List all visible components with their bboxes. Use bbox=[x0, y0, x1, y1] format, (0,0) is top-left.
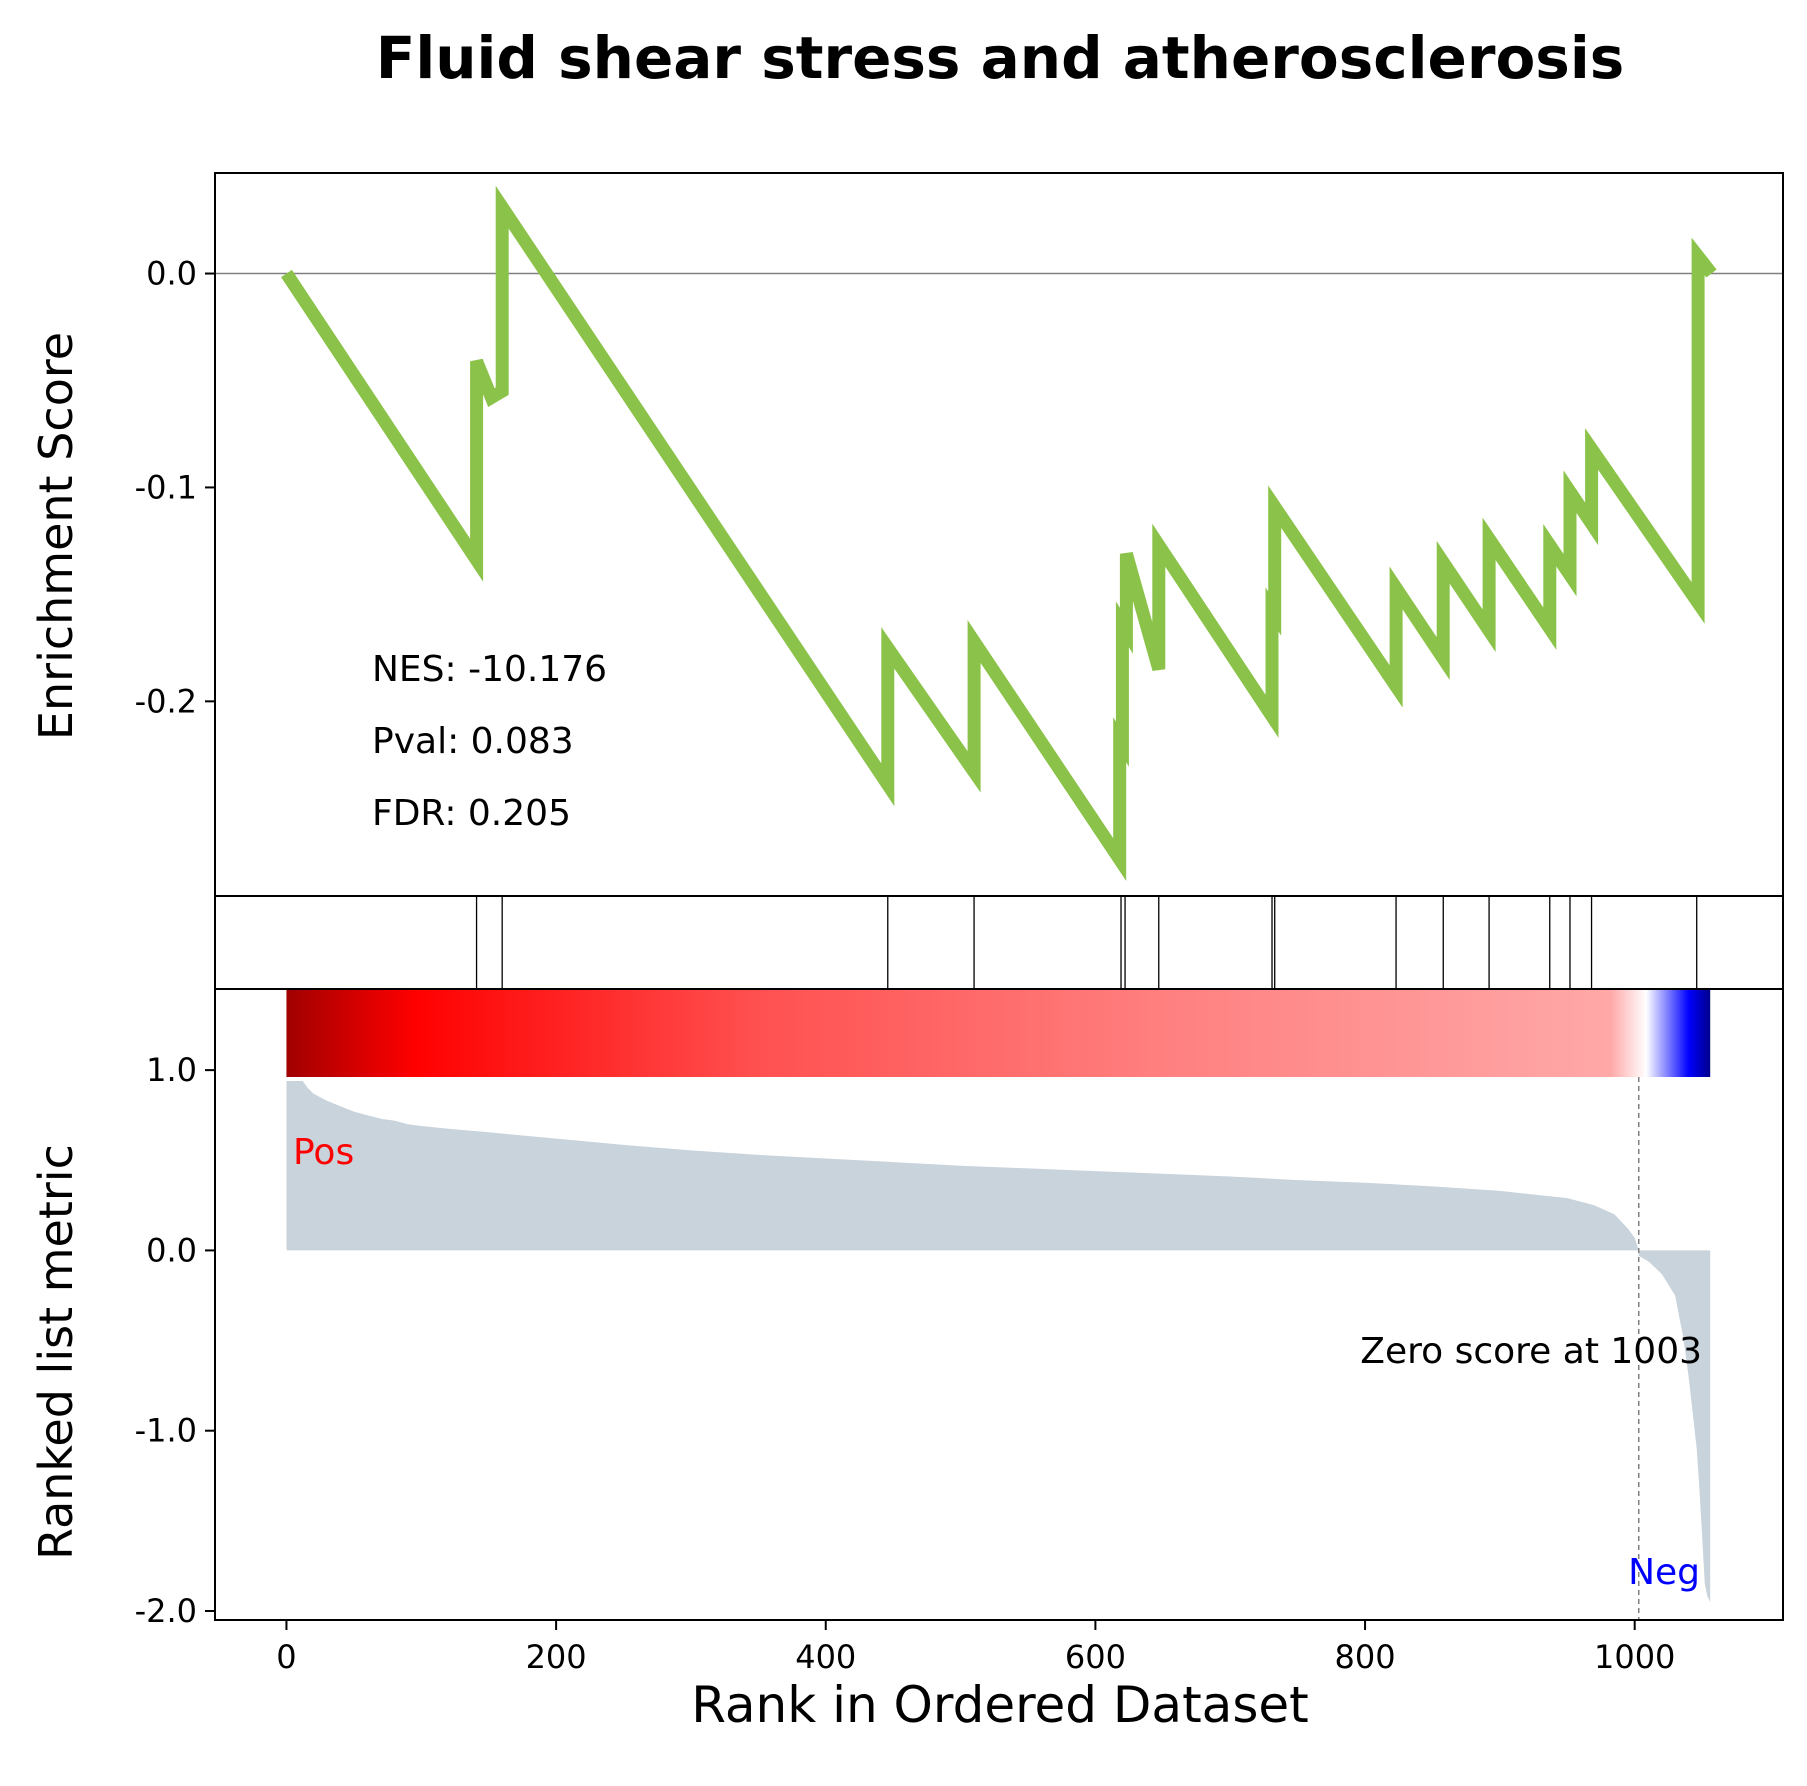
es-y-ticks: 0.0 -0.1 -0.2 bbox=[135, 255, 215, 720]
fdr-annotation: FDR: 0.205 bbox=[372, 793, 571, 834]
metric-y-tick-label: -1.0 bbox=[135, 1412, 197, 1450]
metric-y-tick-label: 1.0 bbox=[146, 1051, 197, 1089]
nes-annotation: NES: -10.176 bbox=[372, 649, 607, 690]
x-tick-label: 400 bbox=[795, 1638, 856, 1676]
pval-annotation: Pval: 0.083 bbox=[372, 721, 574, 762]
x-axis-label: Rank in Ordered Dataset bbox=[691, 1676, 1308, 1734]
es-y-tick-label: -0.2 bbox=[135, 682, 197, 720]
x-tick-label: 800 bbox=[1335, 1638, 1396, 1676]
chart-title: Fluid shear stress and atherosclerosis bbox=[376, 24, 1624, 92]
es-y-axis-label: Enrichment Score bbox=[29, 332, 83, 740]
pos-label: Pos bbox=[293, 1132, 354, 1173]
zero-score-label: Zero score at 1003 bbox=[1360, 1331, 1702, 1372]
es-y-tick-label: 0.0 bbox=[146, 255, 197, 293]
es-y-tick-label: -0.1 bbox=[135, 468, 197, 506]
x-tick-label: 0 bbox=[276, 1638, 296, 1676]
metric-y-tick-label: 0.0 bbox=[146, 1231, 197, 1269]
metric-panel-frame bbox=[214, 988, 1784, 1621]
metric-y-axis-label: Ranked list metric bbox=[29, 1144, 83, 1560]
hit-marks bbox=[475, 896, 1698, 989]
x-axis-ticks: 0 200 400 600 800 1000 bbox=[276, 1620, 1675, 1676]
metric-y-ticks: 1.0 0.0 -1.0 -2.0 bbox=[135, 1051, 215, 1630]
ranked-metric-area bbox=[286, 1081, 1711, 1602]
x-tick-label: 200 bbox=[526, 1638, 587, 1676]
rank-colorbar bbox=[286, 989, 1711, 1077]
metric-y-tick-label: -2.0 bbox=[135, 1592, 197, 1630]
running-es-line bbox=[281, 185, 1717, 882]
neg-label: Neg bbox=[1628, 1552, 1700, 1593]
hits-panel-frame bbox=[214, 895, 1784, 990]
x-tick-label: 1000 bbox=[1594, 1638, 1675, 1676]
x-tick-label: 600 bbox=[1065, 1638, 1126, 1676]
